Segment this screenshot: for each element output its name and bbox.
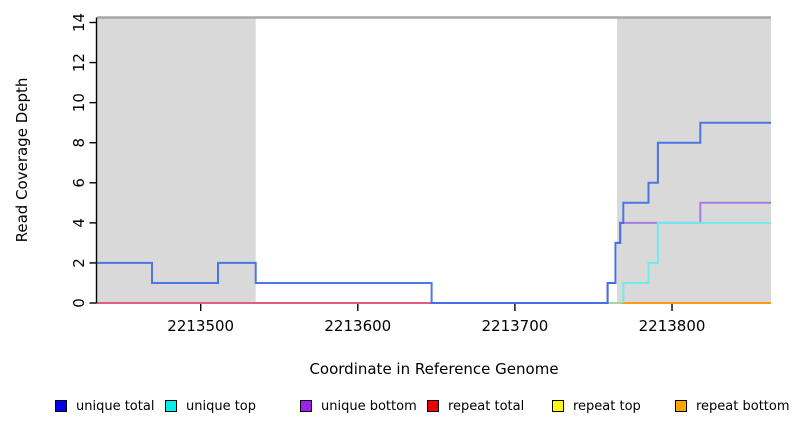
legend-swatch-icon (675, 400, 687, 412)
y-tick-label: 10 (70, 93, 88, 112)
x-tick-label: 2213500 (167, 317, 234, 335)
legend-label: unique total (76, 398, 155, 414)
legend-label: repeat total (448, 398, 525, 414)
series-line-unique_total (97, 121, 771, 304)
y-tick-label: 14 (70, 13, 88, 32)
legend: unique total unique top unique bottom repea… (0, 397, 792, 419)
y-tick-label: 6 (70, 178, 88, 188)
legend-label: repeat bottom (696, 398, 790, 414)
legend-swatch-icon (165, 400, 177, 412)
x-tick-label: 2213700 (482, 317, 549, 335)
y-tick-label: 4 (70, 218, 88, 228)
y-tick-label: 0 (70, 298, 88, 308)
legend-swatch-icon (55, 400, 67, 412)
legend-item-unique-top: unique top (165, 397, 256, 415)
legend-item-repeat-bottom: repeat bottom (675, 397, 790, 415)
y-axis-label: Read Coverage Depth (13, 77, 31, 243)
x-tick-label: 2213600 (324, 317, 391, 335)
legend-label: unique bottom (321, 398, 417, 414)
legend-swatch-icon (552, 400, 564, 412)
legend-item-repeat-total: repeat total (427, 397, 524, 415)
series-line-unique_top (622, 221, 771, 303)
y-tick-label: 2 (70, 258, 88, 268)
legend-item-unique-total: unique total (55, 397, 154, 415)
legend-label: unique top (186, 398, 257, 414)
legend-label: repeat top (573, 398, 641, 414)
shaded-region-0 (97, 17, 256, 303)
legend-swatch-icon (427, 400, 439, 412)
y-tick-label: 8 (70, 138, 88, 148)
legend-item-unique-bottom: unique bottom (300, 397, 417, 415)
shaded-region-1 (617, 17, 771, 303)
y-tick-label: 12 (70, 53, 88, 72)
x-axis-label: Coordinate in Reference Genome (309, 360, 559, 378)
coverage-chart: 0 2 4 6 8 10 12 14 2213500 2213600 2213700 2213800 (70, 13, 771, 335)
x-tick-label: 2213800 (639, 317, 706, 335)
legend-swatch-icon (300, 400, 312, 412)
legend-item-repeat-top: repeat top (552, 397, 641, 415)
